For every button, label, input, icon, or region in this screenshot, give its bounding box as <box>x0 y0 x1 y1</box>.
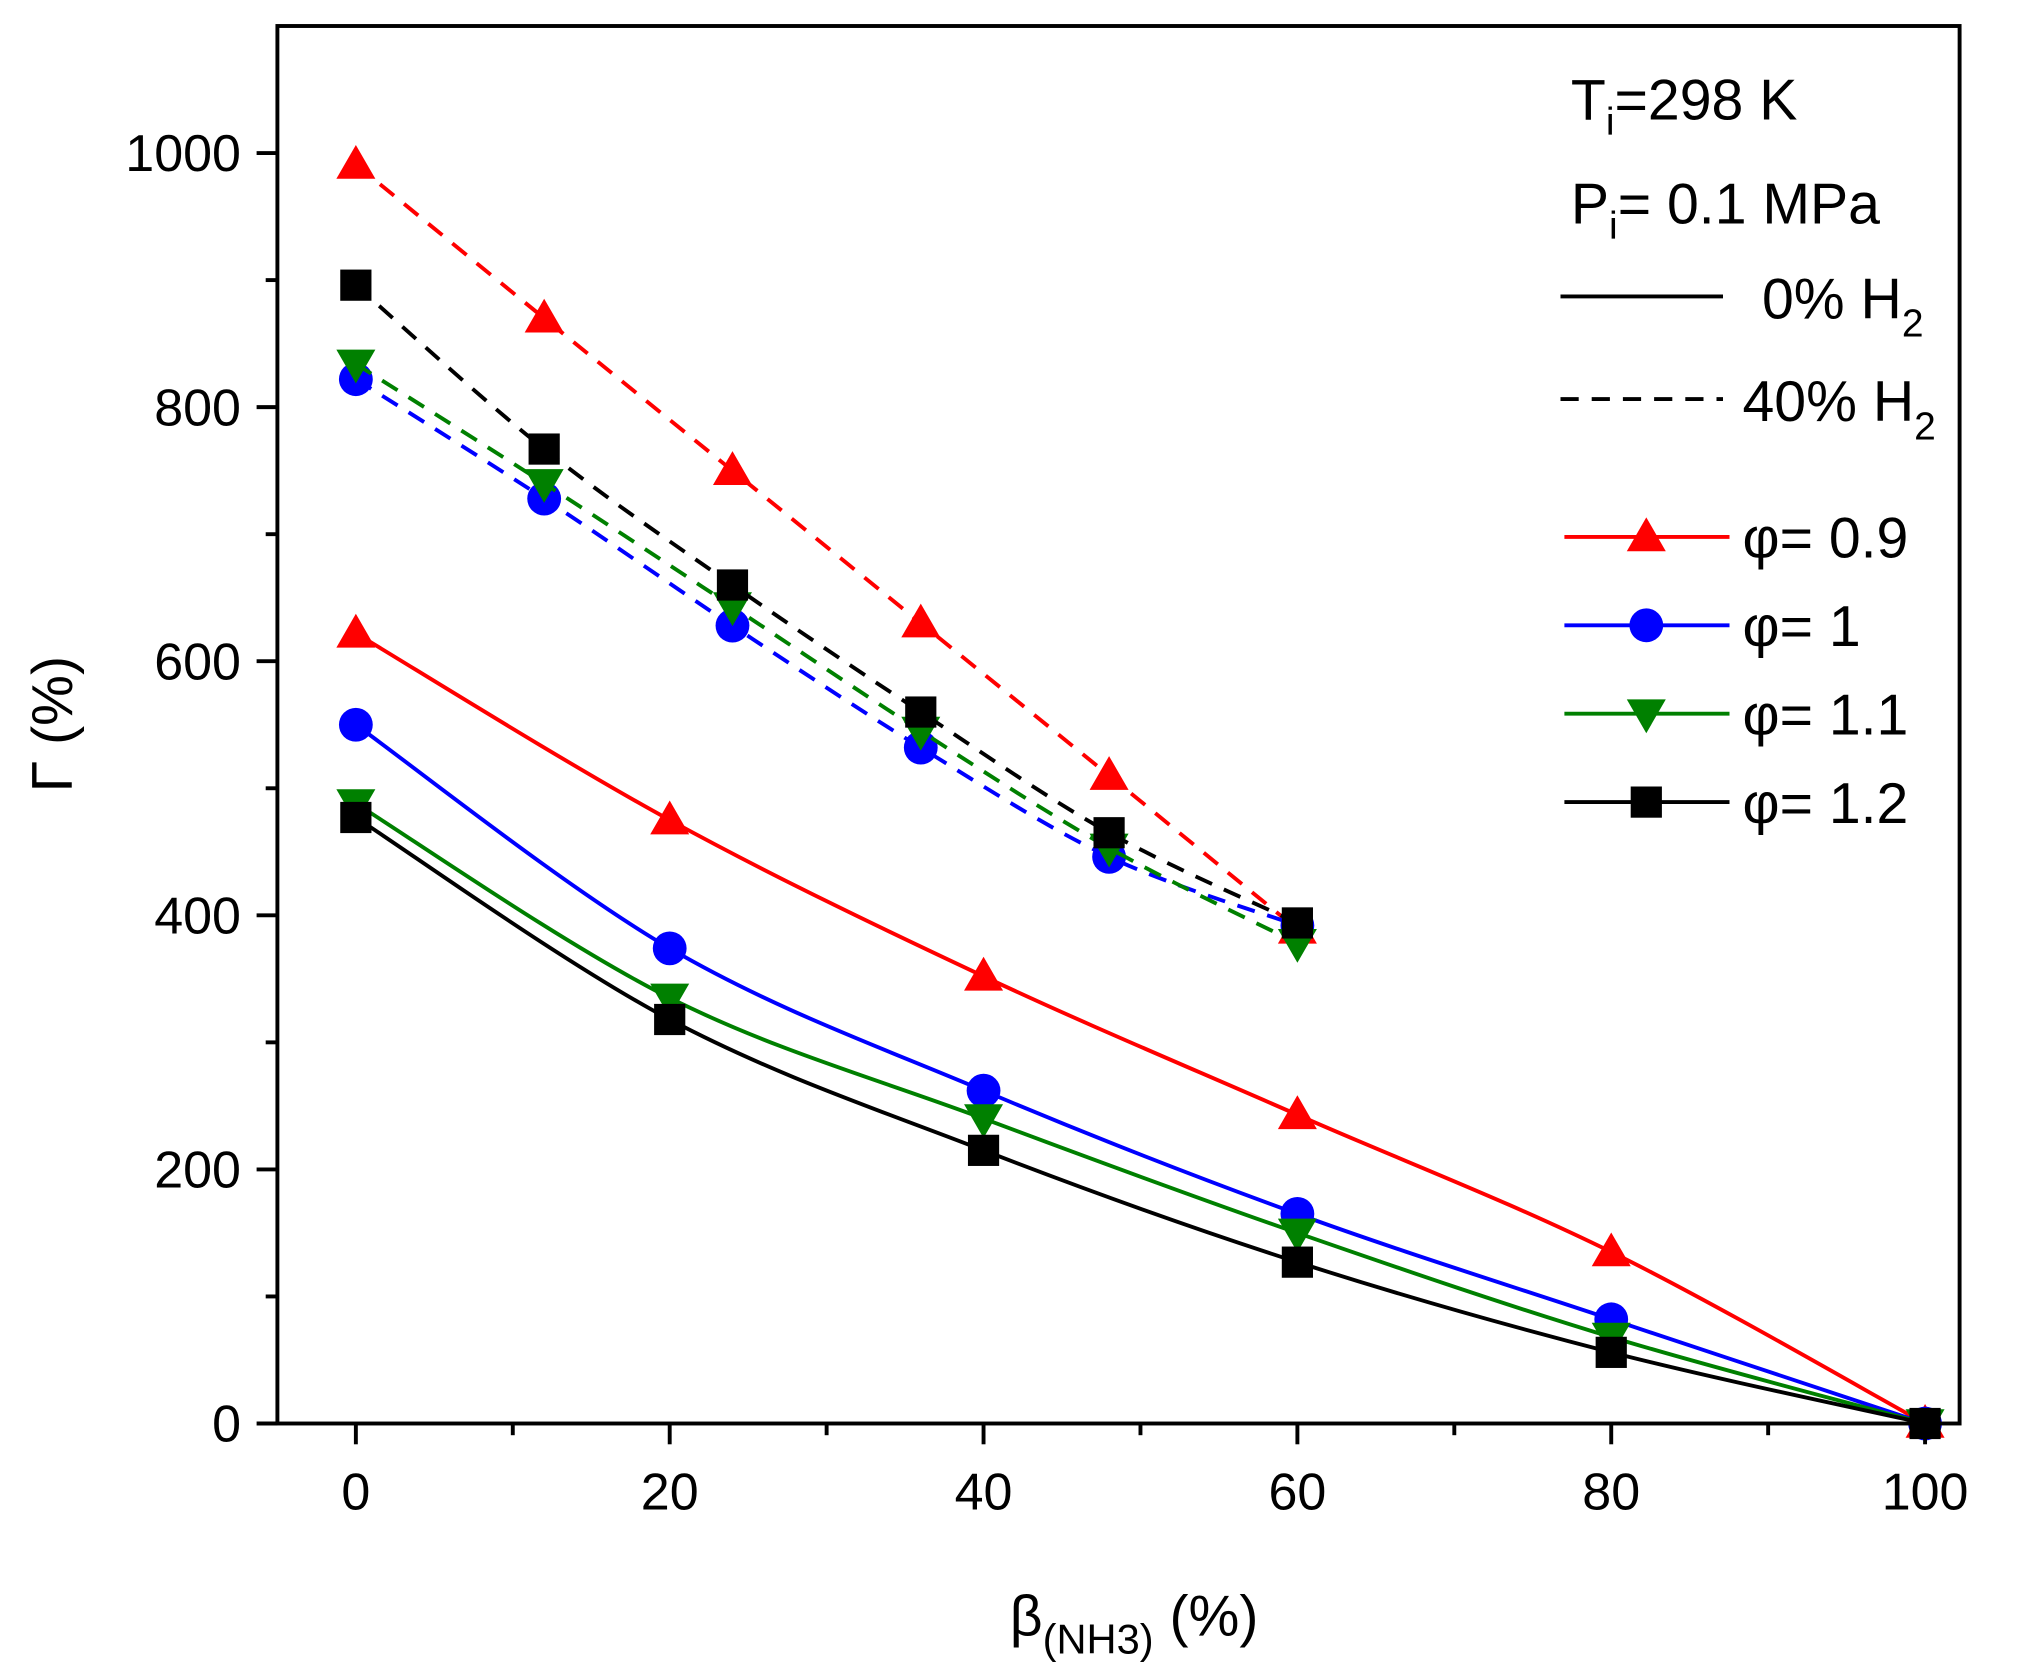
data-point-triangle-up <box>1591 1232 1631 1267</box>
data-point-square <box>1595 1336 1627 1368</box>
data-point-square <box>905 696 937 728</box>
series-line <box>354 815 1926 1426</box>
series-0pct-h2-0.9 <box>336 613 1945 1438</box>
data-point-square <box>340 801 372 834</box>
data-point-triangle-down <box>524 469 564 503</box>
data-point-triangle-up <box>1626 517 1666 552</box>
series-line <box>354 723 1926 1426</box>
plot-frame <box>275 24 1962 1426</box>
data-point-square <box>1281 907 1313 939</box>
series-40pct-h2-1.2 <box>340 269 1313 939</box>
data-point-triangle-up <box>712 451 752 485</box>
data-point-square <box>716 569 749 601</box>
series-40pct-h2-1.1 <box>336 349 1317 963</box>
data-point-triangle-up <box>964 956 1004 991</box>
data-point-square <box>654 1003 686 1036</box>
data-point-triangle-up <box>336 613 376 648</box>
y-tick-label: 0 <box>212 1396 241 1454</box>
data-point-triangle-down <box>1277 1218 1317 1253</box>
data-point-triangle-down <box>1626 699 1666 734</box>
series-0pct-h2-1 <box>338 707 1942 1441</box>
x-tick-label: 100 <box>1882 1463 1969 1521</box>
legend-label: φ= 1.1 <box>1742 684 1908 748</box>
series-layer <box>336 144 1945 1443</box>
data-point-circle <box>966 1073 1001 1108</box>
y-axis-title: Γ (%) <box>21 656 85 792</box>
data-point-circle <box>652 931 687 966</box>
x-tick-label: 80 <box>1582 1463 1640 1521</box>
data-point-triangle-up <box>524 298 564 333</box>
x-tick-label: 60 <box>1268 1463 1326 1521</box>
data-point-triangle-up <box>650 800 690 835</box>
series-line <box>354 631 1927 1426</box>
data-point-square <box>528 433 560 465</box>
y-tick-label: 800 <box>154 379 241 437</box>
legend-entry: φ= 0.9 <box>1564 507 1908 571</box>
legend-40-h2: 40% H2 <box>1742 370 1935 448</box>
data-point-circle <box>1629 608 1664 643</box>
data-point-square <box>340 269 372 301</box>
legend-label: φ= 1 <box>1742 595 1860 659</box>
series-40pct-h2-1 <box>338 362 1315 943</box>
x-tick-label: 40 <box>955 1463 1013 1521</box>
y-tick-label: 400 <box>154 888 241 946</box>
x-tick-label: 20 <box>641 1463 699 1521</box>
data-point-square <box>1093 817 1125 849</box>
data-point-square <box>1630 786 1662 818</box>
legend-label: φ= 1.2 <box>1742 772 1908 836</box>
series-line <box>354 283 1299 925</box>
data-point-square <box>1281 1246 1313 1278</box>
legend-0-h2: 0% H2 <box>1762 268 1924 346</box>
legend-entry: φ= 1.2 <box>1564 772 1908 836</box>
data-point-triangle-down <box>964 1104 1004 1139</box>
series-line <box>354 801 1926 1426</box>
data-point-triangle-up <box>901 603 941 638</box>
y-tick-label: 200 <box>154 1142 241 1200</box>
x-axis-title: β(NH3) (%) <box>1010 1584 1259 1662</box>
data-point-triangle-up <box>1277 1095 1317 1130</box>
data-point-triangle-up <box>1089 756 1129 790</box>
data-point-triangle-down <box>336 349 376 384</box>
legend-label: φ= 0.9 <box>1742 507 1908 571</box>
legend: Ti=298 K Pi= 0.1 MPa 0% H2 40% H2 φ= 0.9… <box>1560 69 1936 836</box>
y-tick-label: 1000 <box>125 125 241 183</box>
series-line <box>354 162 1299 931</box>
data-point-triangle-up <box>336 144 376 179</box>
legend-entry: φ= 1 <box>1564 595 1861 659</box>
data-point-triangle-down <box>712 592 752 627</box>
data-point-triangle-down <box>650 983 690 1018</box>
data-point-square <box>967 1134 1000 1166</box>
series-line <box>354 362 1299 946</box>
series-40pct-h2-0.9 <box>336 144 1317 944</box>
series-0pct-h2-1.2 <box>340 801 1941 1440</box>
x-tick-label: 0 <box>341 1463 370 1521</box>
y-tick-label: 600 <box>154 633 241 691</box>
temperature-annotation: Ti=298 K <box>1571 69 1797 145</box>
pressure-annotation: Pi= 0.1 MPa <box>1571 173 1880 249</box>
data-point-circle <box>338 707 373 742</box>
series-line <box>354 377 1299 928</box>
legend-entry: φ= 1.1 <box>1564 684 1908 748</box>
